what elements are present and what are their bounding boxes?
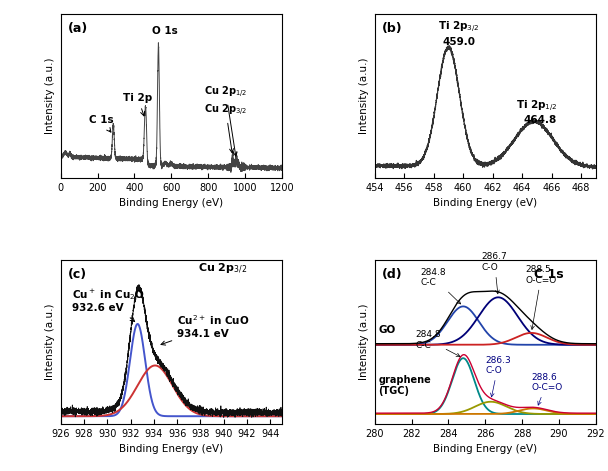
Y-axis label: Intensity (a.u.): Intensity (a.u.) bbox=[359, 58, 369, 134]
Text: Ti 2p$_{1/2}$: Ti 2p$_{1/2}$ bbox=[516, 99, 558, 114]
X-axis label: Binding Energy (eV): Binding Energy (eV) bbox=[434, 444, 537, 455]
X-axis label: Binding Energy (eV): Binding Energy (eV) bbox=[434, 198, 537, 209]
Text: Cu 2p$_{1/2}$: Cu 2p$_{1/2}$ bbox=[204, 84, 247, 156]
Text: (c): (c) bbox=[67, 268, 86, 281]
Y-axis label: Intensity (a.u.): Intensity (a.u.) bbox=[45, 58, 55, 134]
Text: O 1s: O 1s bbox=[152, 25, 178, 36]
Text: 286.3
C-O: 286.3 C-O bbox=[485, 356, 511, 397]
Text: Ti 2p$_{3/2}$: Ti 2p$_{3/2}$ bbox=[438, 20, 480, 35]
Text: Cu 2p$_{3/2}$: Cu 2p$_{3/2}$ bbox=[198, 262, 247, 276]
Text: 459.0: 459.0 bbox=[443, 37, 475, 47]
Text: (a): (a) bbox=[67, 22, 88, 35]
Text: (b): (b) bbox=[381, 22, 402, 35]
X-axis label: Binding Energy (eV): Binding Energy (eV) bbox=[119, 444, 223, 455]
Text: C 1s: C 1s bbox=[534, 268, 564, 281]
Text: 288.6
O-C=O: 288.6 O-C=O bbox=[531, 373, 562, 405]
Text: 286.7
C-O: 286.7 C-O bbox=[482, 252, 507, 294]
Text: Ti 2p: Ti 2p bbox=[123, 93, 153, 116]
Text: 284.8
C-C: 284.8 C-C bbox=[421, 268, 461, 304]
Text: 464.8: 464.8 bbox=[523, 115, 557, 125]
Text: Cu$^{2+}$ in CuO
934.1 eV: Cu$^{2+}$ in CuO 934.1 eV bbox=[161, 313, 249, 345]
Text: 288.5
O-C=O: 288.5 O-C=O bbox=[526, 265, 557, 329]
Y-axis label: Intensity (a.u.): Intensity (a.u.) bbox=[359, 304, 369, 380]
Text: C 1s: C 1s bbox=[89, 115, 114, 132]
X-axis label: Binding Energy (eV): Binding Energy (eV) bbox=[119, 198, 223, 209]
Text: graphene
(TGC): graphene (TGC) bbox=[378, 374, 431, 396]
Y-axis label: Intensity (a.u.): Intensity (a.u.) bbox=[45, 304, 55, 380]
Text: (d): (d) bbox=[381, 268, 402, 281]
Text: GO: GO bbox=[378, 325, 396, 335]
Text: Cu$^+$ in Cu$_2$O
932.6 eV: Cu$^+$ in Cu$_2$O 932.6 eV bbox=[72, 287, 145, 322]
Text: Cu 2p$_{3/2}$: Cu 2p$_{3/2}$ bbox=[204, 103, 247, 153]
Text: 284.8
C-C: 284.8 C-C bbox=[415, 330, 460, 357]
